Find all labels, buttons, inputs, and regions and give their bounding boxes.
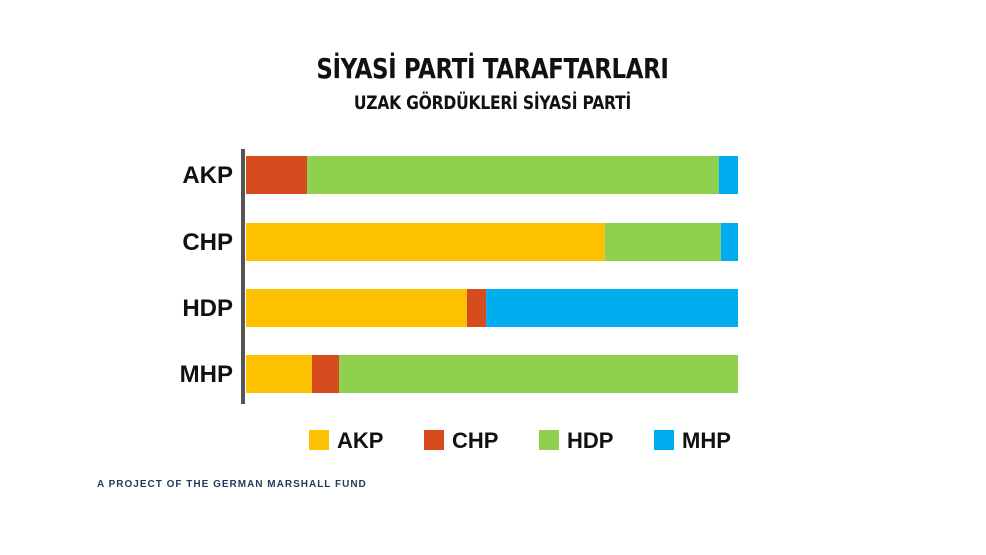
chart-subtitle: UZAK GÖRDÜKLERİ SİYASİ PARTİ <box>353 92 632 114</box>
bar-segment-akp-chp <box>246 156 308 194</box>
bar-segment-chp-mhp <box>720 223 738 261</box>
bar-segment-akp-hdp <box>307 156 719 194</box>
bar-segment-akp-mhp <box>718 156 738 194</box>
bar-segment-chp-hdp <box>604 223 721 261</box>
bar-segment-hdp-akp <box>246 289 467 327</box>
legend: AKP CHP HDP MHP <box>309 428 731 453</box>
bar-segment-hdp-chp <box>466 289 487 327</box>
category-label-chp: CHP <box>182 229 233 256</box>
footer-credit: A PROJECT OF THE GERMAN MARSHALL FUND <box>97 479 367 490</box>
legend-swatch-hdp <box>539 430 559 450</box>
bar-segment-mhp-chp <box>311 355 339 393</box>
legend-swatch-mhp <box>654 430 674 450</box>
legend-swatch-akp <box>309 430 329 450</box>
legend-label-hdp: HDP <box>567 428 613 453</box>
category-label-akp: AKP <box>182 162 233 189</box>
legend-swatch-chp <box>424 430 444 450</box>
bar-segment-mhp-hdp <box>338 355 738 393</box>
chart-title: SİYASİ PARTİ TARAFTARLARI <box>316 52 669 85</box>
bars-group <box>246 156 738 393</box>
category-label-mhp: MHP <box>180 361 233 388</box>
bar-segment-mhp-akp <box>246 355 312 393</box>
bar-segment-chp-akp <box>246 223 605 261</box>
category-labels: AKP CHP HDP MHP <box>180 162 233 388</box>
legend-label-mhp: MHP <box>682 428 731 453</box>
legend-label-chp: CHP <box>452 428 498 453</box>
legend-label-akp: AKP <box>337 428 383 453</box>
category-label-hdp: HDP <box>182 295 233 322</box>
bar-segment-hdp-mhp <box>486 289 738 327</box>
